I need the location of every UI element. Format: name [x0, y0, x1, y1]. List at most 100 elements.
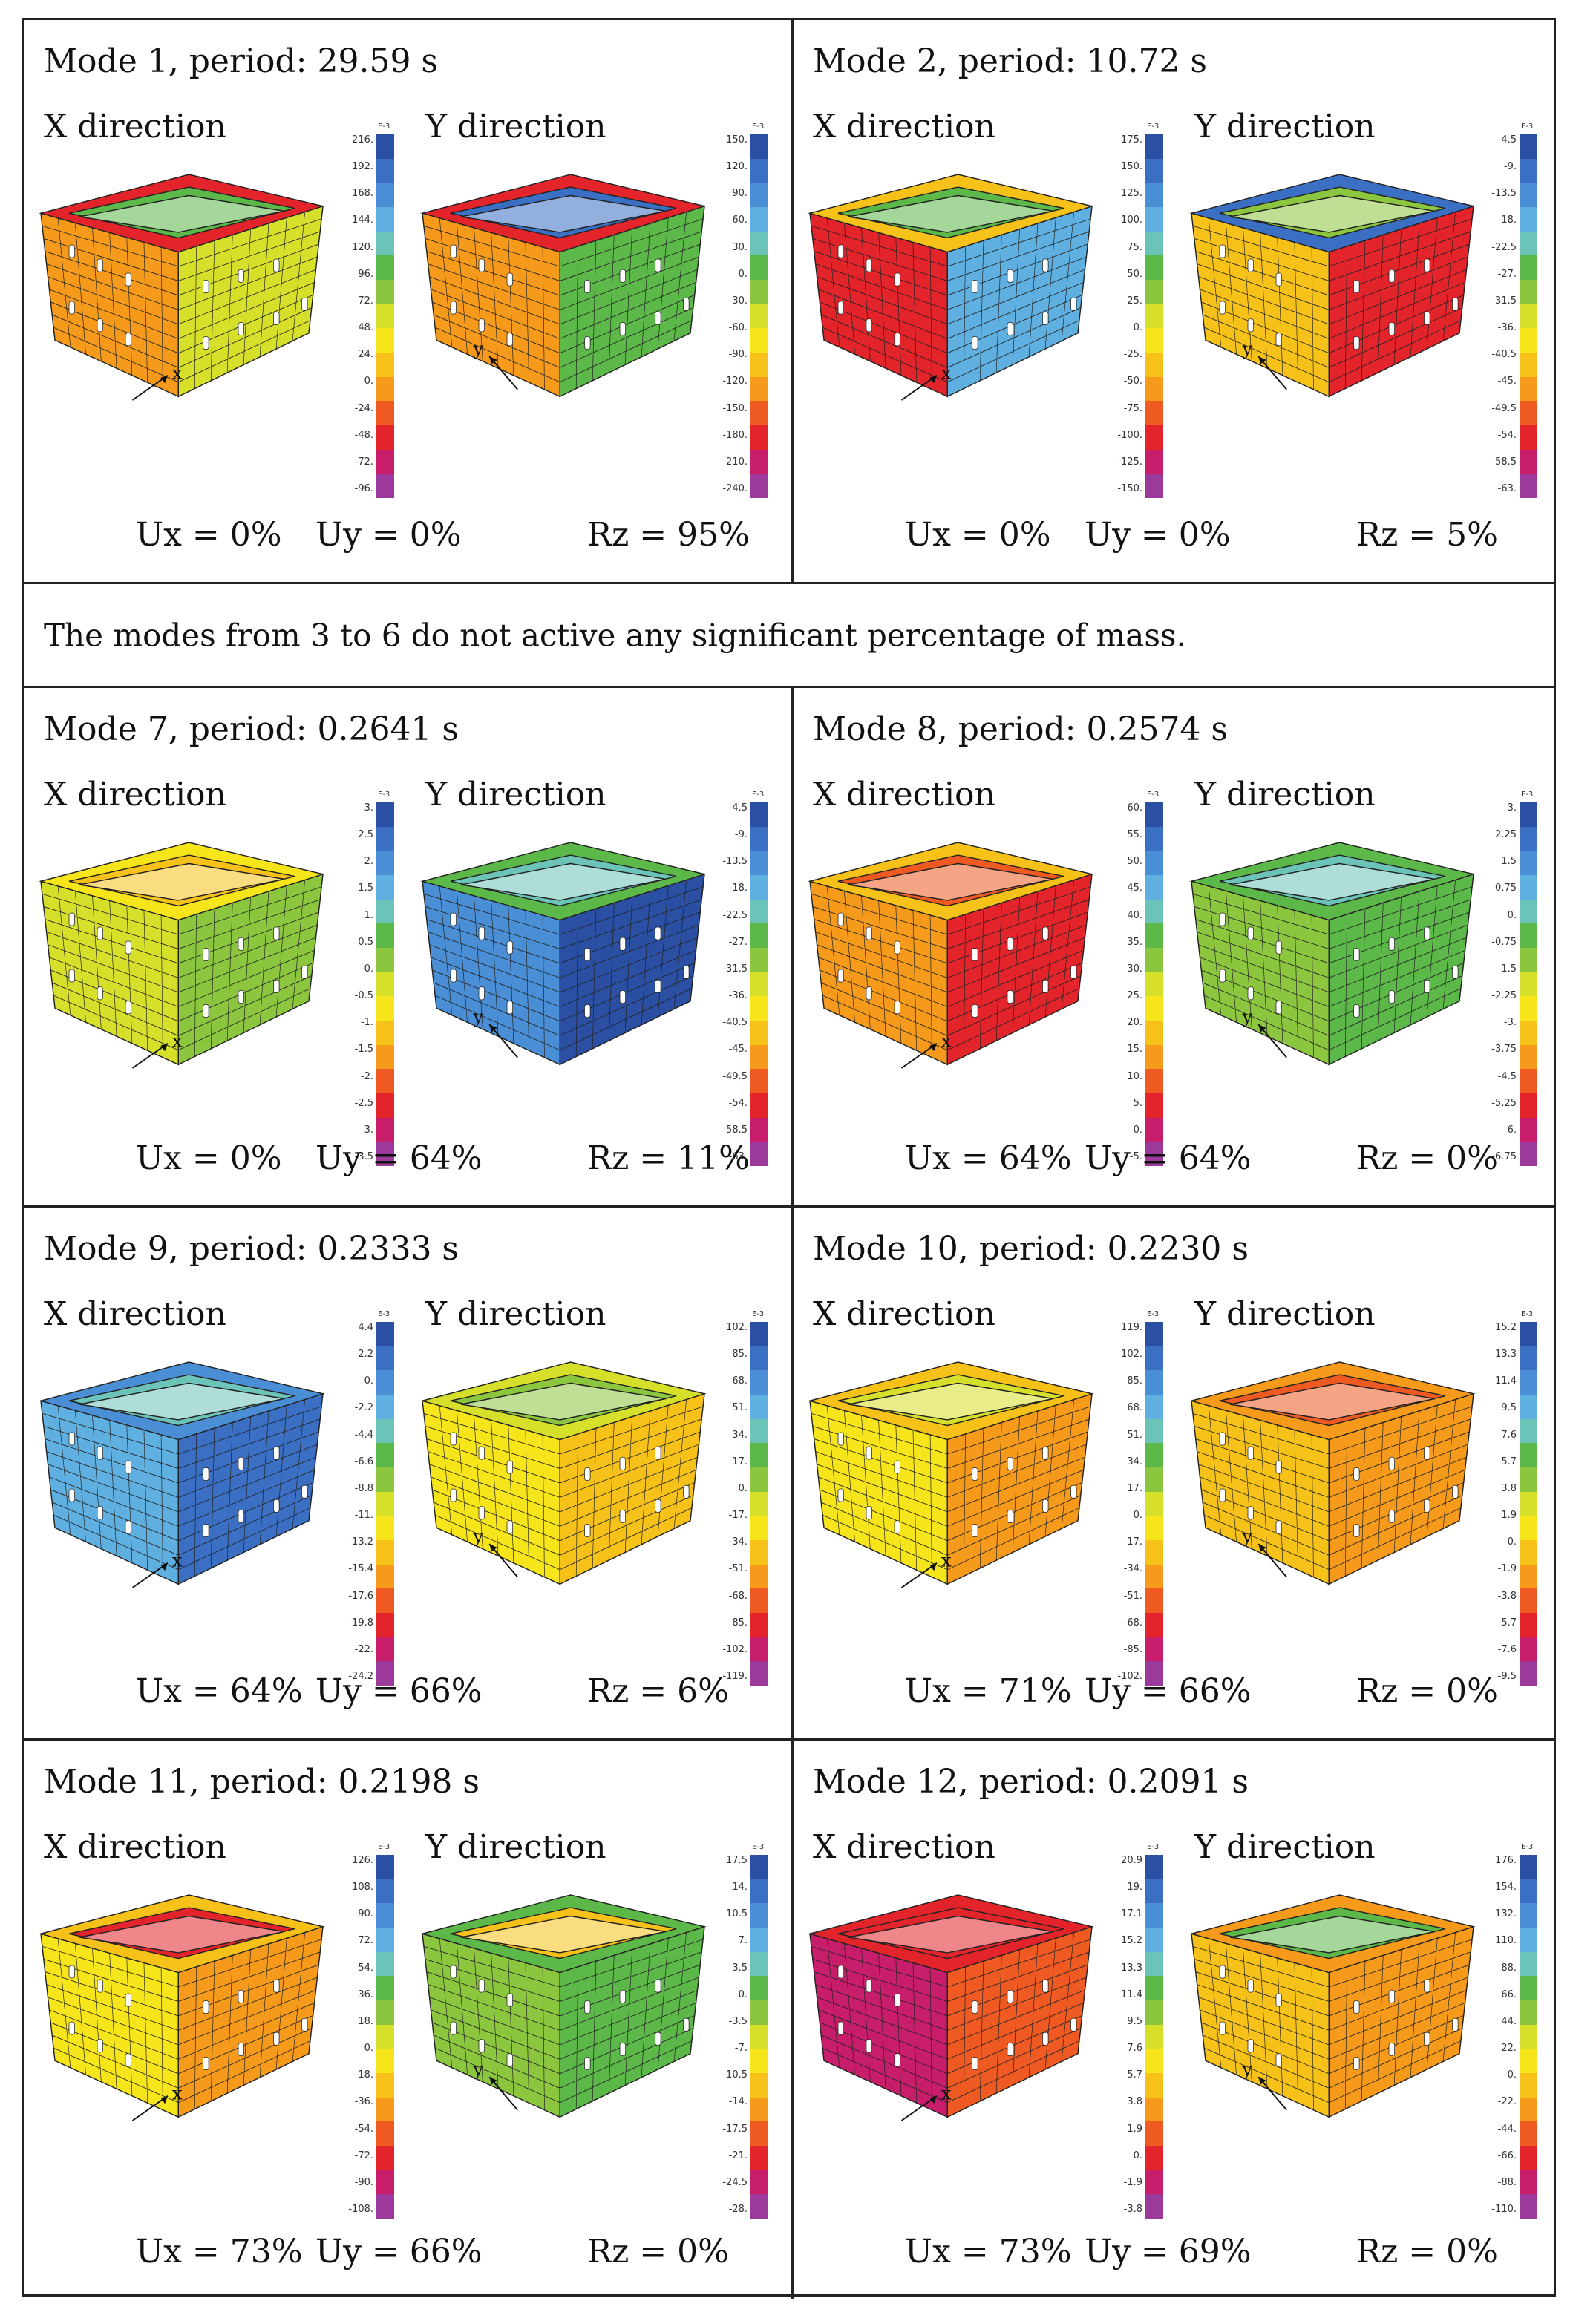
- window-opening: [1070, 297, 1077, 311]
- colorbar-segment: [750, 1855, 768, 1879]
- colorbar-tick-label: -14.: [728, 2096, 748, 2108]
- colorbar-tick-label: -45.: [728, 1044, 748, 1055]
- mesh-line: [929, 246, 932, 390]
- colorbar-segment: [1520, 1020, 1537, 1045]
- window-opening: [1424, 979, 1430, 993]
- colorbar-segment: [1145, 1346, 1163, 1371]
- window-opening: [1353, 1467, 1360, 1481]
- mesh-line: [456, 1410, 468, 1542]
- colorbar-segment: [376, 1903, 394, 1928]
- mesh-line: [226, 1422, 233, 1561]
- window-opening: [97, 986, 103, 1001]
- window-opening: [1219, 1432, 1226, 1446]
- mesh-line: [542, 914, 545, 1058]
- colorbar-tick-label: 150.: [1121, 161, 1142, 173]
- colorbar-tick-label: -210.: [722, 456, 748, 468]
- colorbar-tick-label: 7.6: [1127, 2043, 1142, 2055]
- window-opening: [1424, 1446, 1430, 1460]
- mesh-line: [878, 232, 886, 369]
- mesh-line: [542, 1967, 545, 2110]
- building-model-x: x: [39, 842, 325, 1069]
- window-opening: [972, 280, 978, 293]
- colorbar-tick-label: 75.: [1127, 241, 1142, 253]
- window-opening: [1275, 272, 1282, 287]
- y-axis-arrowhead: [1258, 1544, 1266, 1552]
- colorbar-tick-label: -13.5: [722, 856, 748, 868]
- colorbar-tick-label: -18.: [728, 883, 748, 894]
- colorbar-segment: [750, 1927, 768, 1952]
- window-opening: [837, 244, 844, 258]
- colorbar-y: E-3: [750, 1843, 768, 2219]
- colorbar-tick-label: 132.: [1495, 1908, 1517, 1920]
- window-opening: [273, 1499, 280, 1513]
- colorbar-segment: [376, 134, 394, 159]
- mode-panel-m12: Mode 12, period: 0.2091 s X direction Y di…: [794, 1741, 1558, 2299]
- colorbar-segment: [750, 255, 768, 280]
- ux-mass-participation: Ux = 73%: [136, 2233, 303, 2271]
- colorbar-ticks-x: 3. 2.5 2. 1.5 1. 0.5 0. -0.5 -1. -1.5 -2. -2.5 -3. -3…: [321, 802, 373, 1166]
- colorbar-tick-label: 90.: [358, 1908, 373, 1920]
- building-model-y: y: [420, 842, 707, 1066]
- window-opening: [1353, 948, 1360, 961]
- colorbar-tick-label: -100.: [1117, 429, 1142, 441]
- mode-title: Mode 8, period: 0.2574 s: [813, 710, 1229, 748]
- mesh-line: [657, 1938, 669, 2070]
- window-opening: [125, 2053, 131, 2067]
- colorbar-tick-label: 96.: [358, 268, 373, 280]
- colorbar-segment: [750, 1612, 768, 1637]
- colorbar-segment: [1145, 1491, 1163, 1516]
- colorbar-unit: E-3: [752, 1843, 765, 1851]
- colorbar-segment: [376, 2121, 394, 2146]
- colorbar-segment: [376, 376, 394, 402]
- mesh-line: [542, 246, 545, 390]
- colorbar-tick-label: -150.: [722, 402, 748, 414]
- colorbar-tick-label: 60.: [732, 215, 748, 226]
- colorbar-segment: [376, 1020, 394, 1045]
- colorbar-tick-label: 5.: [1133, 1097, 1142, 1109]
- colorbar-tick-label: -125.: [1117, 456, 1142, 468]
- colorbar-tick-label: -17.6: [348, 1590, 373, 1602]
- colorbar-tick-label: -13.5: [1491, 188, 1517, 200]
- window-opening: [450, 2021, 457, 2035]
- colorbar-tick-label: 9.5: [1501, 1402, 1517, 1414]
- colorbar-segment: [1145, 923, 1163, 948]
- x-axis-arrowhead: [929, 2095, 937, 2104]
- y-direction-deformed-shape: y: [1169, 814, 1496, 1096]
- colorbar-segment: [376, 826, 394, 851]
- window-opening: [655, 1499, 661, 1513]
- colorbar-segment: [1145, 352, 1163, 377]
- window-opening: [125, 1460, 131, 1474]
- colorbar-tick-label: 25.: [1127, 990, 1142, 1002]
- window-opening: [1247, 1446, 1254, 1460]
- colorbar-segment: [750, 2145, 768, 2170]
- window-opening: [683, 965, 690, 979]
- mesh-line: [963, 1433, 966, 1577]
- inner-floor-fill: [461, 862, 666, 901]
- colorbar-segment: [1145, 401, 1163, 425]
- colorbar-segment: [750, 826, 768, 851]
- building-model-x: x: [39, 174, 325, 401]
- mesh-line: [439, 1405, 453, 1535]
- window-opening: [273, 2032, 280, 2046]
- uy-mass-participation: Uy = 64%: [1085, 1139, 1252, 1177]
- colorbar-tick-label: 10.5: [726, 1908, 748, 1920]
- colorbar-segment: [1145, 874, 1163, 900]
- colorbar-tick-label: 0.: [364, 2043, 373, 2055]
- colorbar-tick-label: 18.: [358, 2015, 373, 2027]
- window-opening: [619, 2043, 626, 2056]
- colorbar-tick-label: 0.: [1133, 1124, 1142, 1136]
- colorbar-tick-label: 54.: [358, 1962, 373, 1974]
- x-axis-arrowhead: [160, 1562, 168, 1571]
- window-opening: [1424, 311, 1430, 325]
- window-opening: [273, 926, 280, 940]
- colorbar-segment: [1145, 1443, 1163, 1467]
- colorbar-segment: [1520, 1069, 1537, 1093]
- window-opening: [97, 926, 103, 940]
- mesh-line: [608, 1422, 615, 1561]
- window-opening: [866, 986, 872, 1001]
- colorbar-segment: [1145, 255, 1163, 280]
- inner-floor-fill: [1230, 1382, 1435, 1421]
- uy-mass-participation: Uy = 64%: [315, 1139, 483, 1177]
- mesh-line: [657, 217, 669, 350]
- mesh-line: [1208, 1938, 1222, 2068]
